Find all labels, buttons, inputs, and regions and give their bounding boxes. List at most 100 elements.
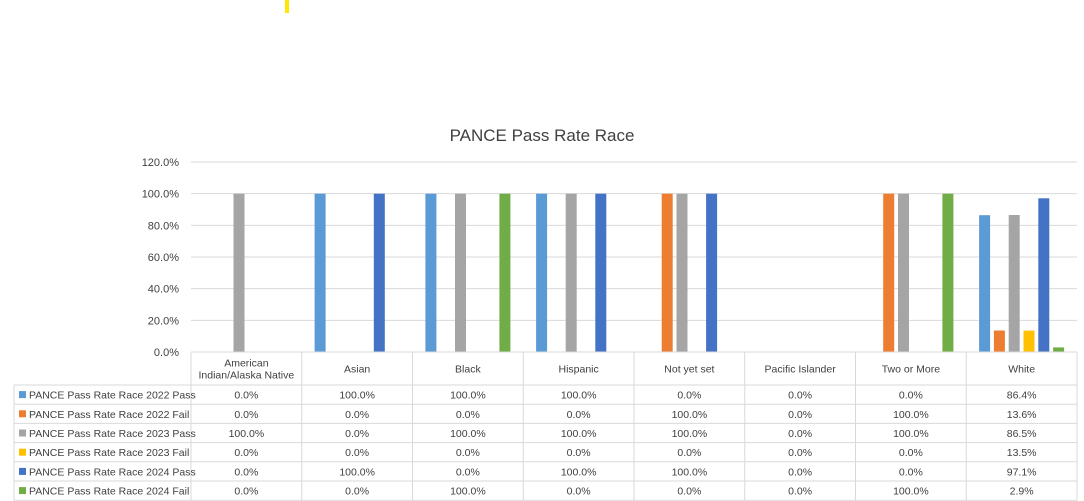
data-label: 13.5% (1007, 447, 1037, 459)
category-label: Not yet set (664, 364, 714, 376)
data-label: 100.0% (339, 466, 375, 478)
data-label: 0.0% (234, 486, 258, 498)
bar (373, 193, 385, 352)
bar (993, 330, 1005, 352)
bar (883, 193, 895, 352)
bar (499, 193, 511, 352)
bar (455, 193, 466, 352)
data-label: 0.0% (899, 390, 923, 402)
y-axis-ticks: 0.0% 20.0% 40.0% 60.0% 80.0% 100.0% 120.0% (142, 157, 180, 359)
data-label: 0.0% (456, 466, 480, 478)
data-label: 0.0% (456, 447, 480, 459)
data-label: 100.0% (561, 466, 597, 478)
bar (979, 215, 991, 352)
data-label: 0.0% (567, 447, 591, 459)
bars (233, 193, 1065, 352)
bar (676, 193, 688, 352)
data-label: 100.0% (672, 466, 708, 478)
category-label: Two or More (882, 364, 941, 376)
data-label: 100.0% (561, 390, 597, 402)
data-label: 86.4% (1007, 390, 1037, 402)
data-label: 100.0% (893, 428, 929, 440)
category-label: White (1008, 364, 1035, 376)
category-label: Asian (344, 364, 370, 376)
bar (314, 193, 326, 352)
bar (1008, 215, 1020, 352)
data-label: 100.0% (672, 409, 708, 421)
data-label: 100.0% (229, 428, 265, 440)
series-name: PANCE Pass Rate Race 2022 Pass (29, 390, 196, 402)
legend-key (19, 410, 26, 418)
bar (565, 193, 577, 352)
legend-key (19, 448, 26, 456)
data-label: 100.0% (450, 390, 486, 402)
data-label: 0.0% (788, 409, 812, 421)
data-label: 100.0% (339, 390, 375, 402)
y-tick-label: 20.0% (148, 315, 179, 327)
data-label: 0.0% (677, 447, 701, 459)
data-label: 100.0% (561, 428, 597, 440)
series-name: PANCE Pass Rate Race 2023 Pass (29, 428, 196, 440)
y-tick-label: 100.0% (142, 189, 180, 201)
category-label: Black (455, 364, 481, 376)
data-label: 0.0% (234, 447, 258, 459)
data-label: 0.0% (234, 409, 258, 421)
bar (898, 193, 909, 352)
data-label: 0.0% (345, 409, 369, 421)
y-tick-label: 40.0% (148, 284, 179, 296)
data-label: 100.0% (893, 409, 929, 421)
bar (1023, 330, 1035, 352)
bar (1038, 198, 1050, 352)
data-label: 100.0% (450, 486, 486, 498)
legend-key (19, 429, 26, 437)
data-label: 86.5% (1007, 428, 1037, 440)
bar (425, 193, 437, 352)
data-label: 0.0% (788, 428, 812, 440)
legend-key (19, 467, 26, 475)
data-label: 0.0% (234, 390, 258, 402)
bar (942, 193, 954, 352)
data-label: 97.1% (1007, 466, 1037, 478)
data-label: 0.0% (677, 486, 701, 498)
bar (1053, 347, 1065, 352)
data-label: 100.0% (893, 486, 929, 498)
y-tick-label: 60.0% (148, 252, 179, 264)
y-tick-label: 80.0% (148, 220, 179, 232)
gridlines (191, 161, 1077, 321)
bar (536, 193, 548, 352)
bar (661, 193, 673, 352)
category-label: Indian/Alaska Native (199, 370, 295, 382)
legend-key (19, 487, 26, 495)
category-label: American (224, 358, 269, 370)
y-tick-label: 120.0% (142, 157, 180, 169)
data-label: 0.0% (899, 466, 923, 478)
y-tick-label: 0.0% (154, 347, 179, 359)
data-label: 13.6% (1007, 409, 1037, 421)
data-label: 0.0% (345, 486, 369, 498)
bar (595, 193, 607, 352)
data-label: 2.9% (1010, 486, 1034, 498)
series-name: PANCE Pass Rate Race 2022 Fail (29, 409, 189, 421)
data-label: 0.0% (788, 486, 812, 498)
data-label: 100.0% (672, 428, 708, 440)
data-label: 100.0% (450, 428, 486, 440)
stray-yellow-mark (285, 0, 289, 13)
data-label: 0.0% (677, 390, 701, 402)
data-label: 0.0% (456, 409, 480, 421)
data-label: 0.0% (567, 486, 591, 498)
legend-key (19, 391, 26, 399)
data-label: 0.0% (788, 390, 812, 402)
series-name: PANCE Pass Rate Race 2024 Fail (29, 486, 189, 498)
chart-title: PANCE Pass Rate Race (450, 126, 635, 145)
data-label: 0.0% (345, 428, 369, 440)
bar (706, 193, 718, 352)
category-label: Pacific Islander (765, 364, 837, 376)
data-label: 0.0% (234, 466, 258, 478)
series-name: PANCE Pass Rate Race 2024 Pass (29, 466, 196, 478)
data-label: 0.0% (345, 447, 369, 459)
data-label: 0.0% (899, 447, 923, 459)
series-name: PANCE Pass Rate Race 2023 Fail (29, 447, 189, 459)
bar (233, 193, 245, 352)
